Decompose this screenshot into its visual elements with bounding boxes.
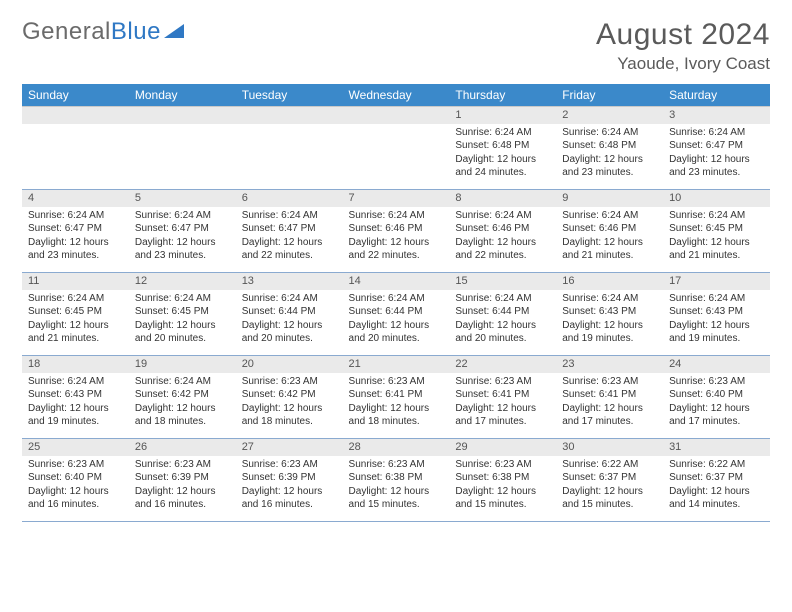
day-cell: Sunrise: 6:23 AM Sunset: 6:41 PM Dayligh… (449, 373, 556, 439)
day-cell: Sunrise: 6:24 AM Sunset: 6:47 PM Dayligh… (129, 207, 236, 273)
day-cell: Sunrise: 6:23 AM Sunset: 6:39 PM Dayligh… (236, 456, 343, 522)
day-number: 20 (236, 356, 343, 373)
weekday-header-row: Sunday Monday Tuesday Wednesday Thursday… (22, 84, 770, 107)
day-number: 24 (663, 356, 770, 373)
calendar-table: Sunday Monday Tuesday Wednesday Thursday… (22, 84, 770, 522)
logo-text-blue: Blue (111, 18, 161, 46)
weekday-header: Thursday (449, 84, 556, 107)
day-number: 15 (449, 273, 556, 290)
day-number: 9 (556, 190, 663, 207)
day-number: 10 (663, 190, 770, 207)
daynum-row: 4 5 6 7 8 9 10 (22, 190, 770, 207)
daynum-row: 25 26 27 28 29 30 31 (22, 439, 770, 456)
day-cell: Sunrise: 6:24 AM Sunset: 6:48 PM Dayligh… (556, 124, 663, 190)
day-number: 29 (449, 439, 556, 456)
weekday-header: Monday (129, 84, 236, 107)
daynum-row: 18 19 20 21 22 23 24 (22, 356, 770, 373)
day-number: 6 (236, 190, 343, 207)
day-number: 19 (129, 356, 236, 373)
month-title: August 2024 (596, 18, 770, 52)
day-cell: Sunrise: 6:24 AM Sunset: 6:46 PM Dayligh… (449, 207, 556, 273)
daynum-row: 1 2 3 (22, 107, 770, 124)
day-number: 1 (449, 107, 556, 124)
content-row: Sunrise: 6:23 AM Sunset: 6:40 PM Dayligh… (22, 456, 770, 522)
weekday-header: Wednesday (343, 84, 450, 107)
day-cell: Sunrise: 6:23 AM Sunset: 6:42 PM Dayligh… (236, 373, 343, 439)
day-cell: Sunrise: 6:24 AM Sunset: 6:43 PM Dayligh… (556, 290, 663, 356)
day-number: 2 (556, 107, 663, 124)
day-number: 21 (343, 356, 450, 373)
weekday-header: Tuesday (236, 84, 343, 107)
day-cell (129, 124, 236, 190)
day-cell: Sunrise: 6:22 AM Sunset: 6:37 PM Dayligh… (556, 456, 663, 522)
daynum-row: 11 12 13 14 15 16 17 (22, 273, 770, 290)
day-cell: Sunrise: 6:23 AM Sunset: 6:38 PM Dayligh… (343, 456, 450, 522)
content-row: Sunrise: 6:24 AM Sunset: 6:43 PM Dayligh… (22, 373, 770, 439)
day-cell: Sunrise: 6:23 AM Sunset: 6:41 PM Dayligh… (556, 373, 663, 439)
weekday-header: Saturday (663, 84, 770, 107)
logo-triangle-icon (164, 22, 186, 40)
day-number: 12 (129, 273, 236, 290)
day-number: 22 (449, 356, 556, 373)
day-cell: Sunrise: 6:23 AM Sunset: 6:41 PM Dayligh… (343, 373, 450, 439)
day-number: 5 (129, 190, 236, 207)
day-number: 27 (236, 439, 343, 456)
content-row: Sunrise: 6:24 AM Sunset: 6:45 PM Dayligh… (22, 290, 770, 356)
day-cell: Sunrise: 6:24 AM Sunset: 6:45 PM Dayligh… (22, 290, 129, 356)
day-number: 7 (343, 190, 450, 207)
day-cell: Sunrise: 6:24 AM Sunset: 6:47 PM Dayligh… (236, 207, 343, 273)
day-number: 31 (663, 439, 770, 456)
day-number: 18 (22, 356, 129, 373)
day-cell: Sunrise: 6:24 AM Sunset: 6:43 PM Dayligh… (22, 373, 129, 439)
content-row: Sunrise: 6:24 AM Sunset: 6:47 PM Dayligh… (22, 207, 770, 273)
day-number: 17 (663, 273, 770, 290)
day-number: 8 (449, 190, 556, 207)
day-number: 4 (22, 190, 129, 207)
day-number: 26 (129, 439, 236, 456)
logo: GeneralBlue (22, 18, 186, 46)
day-cell: Sunrise: 6:24 AM Sunset: 6:44 PM Dayligh… (343, 290, 450, 356)
day-cell (236, 124, 343, 190)
day-number (22, 107, 129, 124)
day-cell: Sunrise: 6:23 AM Sunset: 6:40 PM Dayligh… (663, 373, 770, 439)
day-cell: Sunrise: 6:24 AM Sunset: 6:48 PM Dayligh… (449, 124, 556, 190)
day-cell: Sunrise: 6:24 AM Sunset: 6:45 PM Dayligh… (129, 290, 236, 356)
day-number: 16 (556, 273, 663, 290)
weekday-header: Friday (556, 84, 663, 107)
day-cell: Sunrise: 6:23 AM Sunset: 6:38 PM Dayligh… (449, 456, 556, 522)
day-number (343, 107, 450, 124)
weekday-header: Sunday (22, 84, 129, 107)
day-number: 3 (663, 107, 770, 124)
day-cell: Sunrise: 6:24 AM Sunset: 6:46 PM Dayligh… (556, 207, 663, 273)
content-row: Sunrise: 6:24 AM Sunset: 6:48 PM Dayligh… (22, 124, 770, 190)
day-number: 23 (556, 356, 663, 373)
header: GeneralBlue August 2024 Yaoude, Ivory Co… (22, 18, 770, 74)
logo-text-gray: General (22, 18, 111, 46)
day-cell: Sunrise: 6:24 AM Sunset: 6:42 PM Dayligh… (129, 373, 236, 439)
day-number (129, 107, 236, 124)
day-number: 14 (343, 273, 450, 290)
day-number (236, 107, 343, 124)
day-number: 13 (236, 273, 343, 290)
day-cell (343, 124, 450, 190)
day-number: 25 (22, 439, 129, 456)
day-cell: Sunrise: 6:23 AM Sunset: 6:40 PM Dayligh… (22, 456, 129, 522)
day-cell (22, 124, 129, 190)
day-cell: Sunrise: 6:24 AM Sunset: 6:47 PM Dayligh… (663, 124, 770, 190)
location: Yaoude, Ivory Coast (596, 54, 770, 74)
day-cell: Sunrise: 6:24 AM Sunset: 6:44 PM Dayligh… (449, 290, 556, 356)
day-cell: Sunrise: 6:22 AM Sunset: 6:37 PM Dayligh… (663, 456, 770, 522)
day-number: 11 (22, 273, 129, 290)
title-block: August 2024 Yaoude, Ivory Coast (596, 18, 770, 74)
day-number: 30 (556, 439, 663, 456)
day-cell: Sunrise: 6:24 AM Sunset: 6:46 PM Dayligh… (343, 207, 450, 273)
day-number: 28 (343, 439, 450, 456)
calendar-body: 1 2 3 Sunrise: 6:24 AM Sunset: 6:48 PM D… (22, 107, 770, 522)
day-cell: Sunrise: 6:24 AM Sunset: 6:44 PM Dayligh… (236, 290, 343, 356)
day-cell: Sunrise: 6:23 AM Sunset: 6:39 PM Dayligh… (129, 456, 236, 522)
day-cell: Sunrise: 6:24 AM Sunset: 6:45 PM Dayligh… (663, 207, 770, 273)
day-cell: Sunrise: 6:24 AM Sunset: 6:47 PM Dayligh… (22, 207, 129, 273)
day-cell: Sunrise: 6:24 AM Sunset: 6:43 PM Dayligh… (663, 290, 770, 356)
